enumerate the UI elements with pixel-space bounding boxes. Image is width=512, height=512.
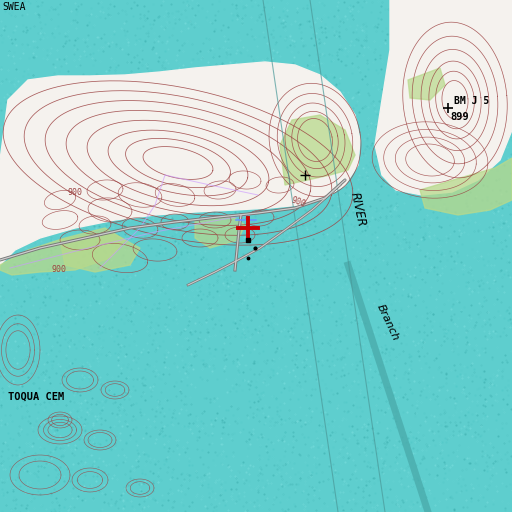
Polygon shape	[0, 228, 125, 275]
Text: RIVER: RIVER	[348, 191, 368, 228]
Polygon shape	[0, 62, 360, 265]
Polygon shape	[375, 0, 512, 195]
Text: Branch: Branch	[375, 302, 401, 342]
Polygon shape	[60, 232, 140, 272]
Text: TOQUA CEM: TOQUA CEM	[8, 392, 64, 402]
Text: 899: 899	[450, 112, 469, 122]
Polygon shape	[408, 68, 445, 100]
Text: 900: 900	[68, 188, 83, 197]
Polygon shape	[195, 215, 245, 248]
Polygon shape	[280, 115, 355, 185]
Text: BM J 5: BM J 5	[454, 96, 489, 106]
Polygon shape	[420, 158, 512, 215]
Text: 900: 900	[52, 265, 67, 274]
Text: 900: 900	[290, 196, 307, 209]
Text: SWEA: SWEA	[2, 2, 26, 12]
